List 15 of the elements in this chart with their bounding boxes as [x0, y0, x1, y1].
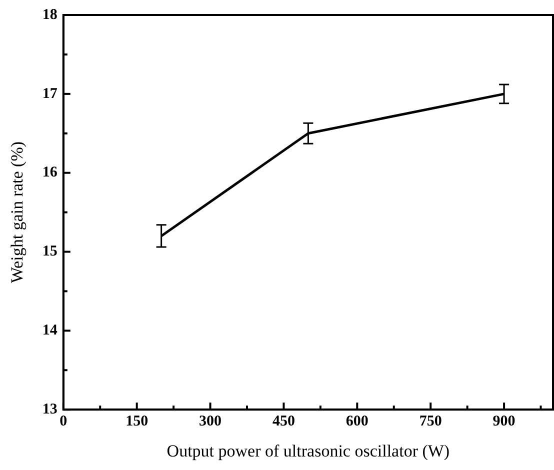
x-tick-label: 750 [419, 413, 442, 430]
x-axis-title: Output power of ultrasonic oscillator (W) [166, 441, 450, 460]
x-tick-label: 0 [60, 413, 68, 430]
x-tick-label: 300 [199, 413, 222, 430]
x-tick-label: 150 [126, 413, 148, 430]
y-tick-label: 17 [42, 86, 58, 102]
y-tick-label: 18 [42, 6, 58, 23]
x-tick-label: 600 [346, 413, 368, 430]
y-tick-label: 15 [42, 244, 58, 260]
x-tick-label: 900 [492, 413, 516, 430]
y-tick-label: 14 [42, 322, 58, 339]
y-tick-label: 16 [42, 164, 58, 181]
x-tick-label: 450 [272, 413, 295, 430]
y-axis-title: Weight gain rate (%) [8, 141, 27, 284]
y-tick-label: 13 [42, 401, 58, 418]
